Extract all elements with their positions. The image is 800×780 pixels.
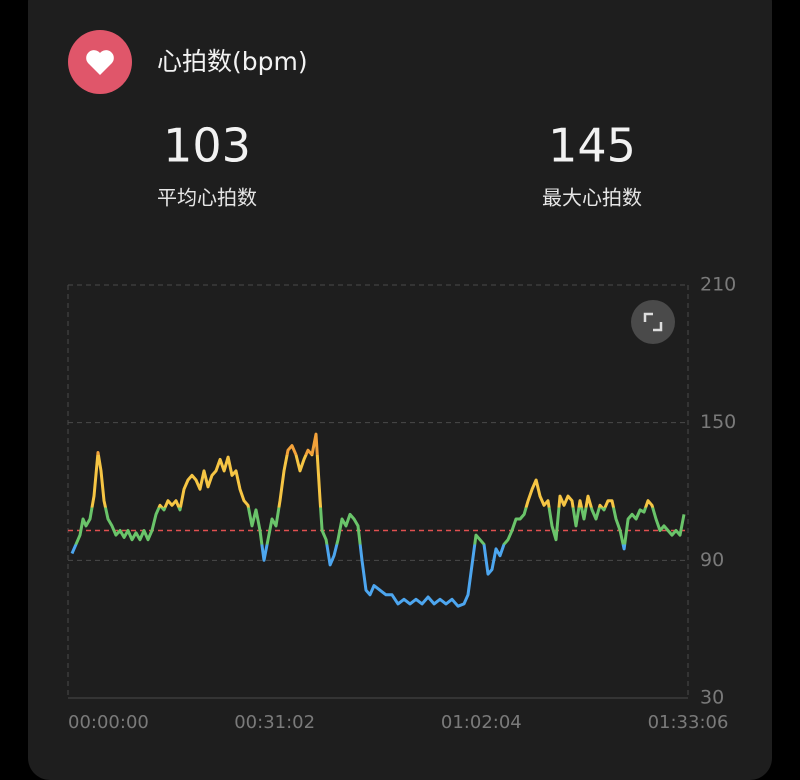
- expand-button-bg: [631, 300, 675, 344]
- x-tick-label: 01:33:06: [648, 712, 729, 733]
- stat-label: 平均心拍数: [157, 186, 257, 210]
- stat-label: 最大心拍数: [542, 186, 642, 210]
- x-tick-label: 00:31:02: [234, 712, 315, 733]
- stat-value: 145: [548, 119, 636, 173]
- expand-icon: [643, 312, 663, 332]
- stat-value: 103: [163, 119, 251, 173]
- x-tick-label: 01:02:04: [441, 712, 522, 733]
- card: [28, 0, 772, 780]
- heart-icon: [86, 50, 114, 75]
- y-tick-label: 150: [700, 411, 736, 433]
- expand-button[interactable]: [631, 300, 675, 344]
- y-tick-label: 90: [700, 549, 724, 571]
- heart-rate-line: [70, 432, 686, 608]
- x-tick-label: 00:00:00: [68, 712, 149, 733]
- title: 心拍数(bpm): [157, 47, 308, 76]
- y-tick-label: 210: [700, 274, 736, 296]
- y-tick-label: 30: [700, 687, 724, 709]
